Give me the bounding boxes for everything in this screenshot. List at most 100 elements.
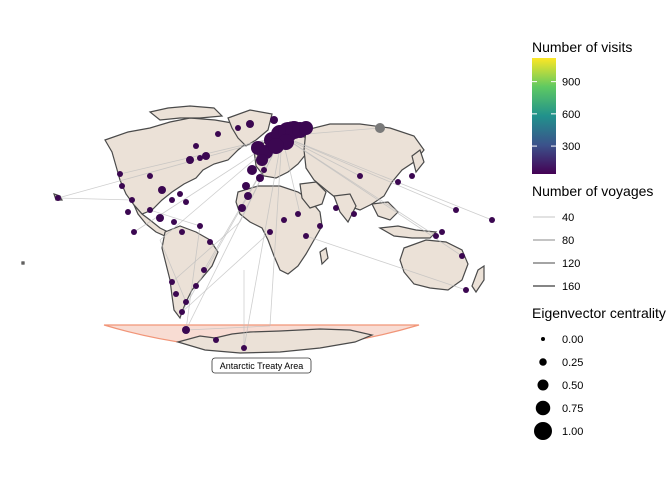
port-point bbox=[193, 283, 199, 289]
voyage-route bbox=[185, 225, 201, 331]
port-point bbox=[241, 345, 247, 351]
port-point bbox=[125, 209, 131, 215]
port-point bbox=[395, 179, 401, 185]
voyage-route bbox=[281, 135, 457, 211]
africa bbox=[235, 185, 323, 275]
voyage-route bbox=[171, 221, 241, 283]
antarctica bbox=[175, 328, 374, 354]
port-point bbox=[261, 167, 267, 173]
voyage-route bbox=[149, 209, 201, 227]
legend-centrality: Eigenvector centrality 0.00 0.25 0.50 0.75 1… bbox=[532, 305, 666, 440]
centrality-legend-dot bbox=[539, 358, 547, 366]
legend-visits-title: Number of visits bbox=[532, 39, 632, 55]
port-point bbox=[177, 191, 183, 197]
centrality-legend-dot bbox=[534, 422, 552, 440]
port-point bbox=[129, 197, 135, 203]
asia bbox=[303, 123, 425, 211]
canada-islands bbox=[148, 105, 224, 121]
australia bbox=[399, 239, 469, 291]
port-point bbox=[246, 120, 254, 128]
port-point bbox=[173, 291, 179, 297]
visits-colorbar bbox=[532, 58, 556, 174]
port-point bbox=[267, 229, 273, 235]
port-point bbox=[303, 233, 309, 239]
port-point bbox=[459, 253, 465, 259]
voyage-legend-label: 120 bbox=[562, 258, 580, 270]
port-point bbox=[238, 204, 246, 212]
voyage-route bbox=[181, 135, 283, 313]
port-point bbox=[489, 217, 495, 223]
legend-centrality-title: Eigenvector centrality bbox=[532, 305, 666, 321]
port-point bbox=[207, 239, 213, 245]
port-point bbox=[215, 131, 221, 137]
port-point bbox=[183, 199, 189, 205]
legend-voyages: Number of voyages 40 80 120 160 bbox=[532, 183, 653, 293]
centrality-legend-label: 0.25 bbox=[562, 357, 583, 369]
port-point bbox=[439, 229, 445, 235]
port-point bbox=[244, 192, 252, 200]
visits-tick-label: 600 bbox=[562, 109, 580, 121]
voyage-route bbox=[281, 135, 463, 257]
port-point bbox=[202, 152, 210, 160]
visits-tick-label: 300 bbox=[562, 141, 580, 153]
port-point bbox=[317, 223, 323, 229]
port-point bbox=[256, 154, 268, 166]
port-point bbox=[357, 173, 363, 179]
port-point bbox=[193, 143, 199, 149]
continents bbox=[21, 105, 485, 320]
japan bbox=[411, 149, 425, 174]
port-point bbox=[433, 233, 439, 239]
port-point-highlight bbox=[375, 123, 385, 133]
port-point bbox=[169, 279, 175, 285]
port-point bbox=[158, 186, 166, 194]
port-point bbox=[179, 309, 185, 315]
centrality-legend-label: 0.75 bbox=[562, 403, 583, 415]
port-point bbox=[247, 165, 257, 175]
southeast-asia bbox=[371, 201, 399, 221]
port-point bbox=[171, 219, 177, 225]
port-point bbox=[256, 174, 264, 182]
port-point bbox=[119, 183, 125, 189]
port-point bbox=[197, 223, 203, 229]
port-point bbox=[147, 173, 153, 179]
antarctic-label-text: Antarctic Treaty Area bbox=[220, 361, 304, 371]
port-point bbox=[235, 125, 241, 131]
port-point bbox=[242, 182, 250, 190]
port-points bbox=[55, 116, 495, 351]
legend-voyages-title: Number of voyages bbox=[532, 183, 653, 199]
centrality-legend-label: 0.50 bbox=[562, 380, 583, 392]
port-point bbox=[169, 197, 175, 203]
port-point bbox=[186, 156, 194, 164]
legend-visits: Number of visits 900 600 300 bbox=[532, 39, 632, 174]
port-point bbox=[463, 287, 469, 293]
centrality-legend-dot bbox=[541, 337, 545, 341]
new-zealand bbox=[471, 264, 485, 294]
port-point bbox=[117, 171, 123, 177]
visits-tick-label: 900 bbox=[562, 77, 580, 89]
port-point bbox=[295, 211, 301, 217]
port-point bbox=[213, 337, 219, 343]
tiny-island bbox=[21, 261, 25, 265]
port-point bbox=[197, 155, 203, 161]
voyage-route bbox=[57, 135, 283, 199]
centrality-legend-dot bbox=[535, 400, 551, 416]
voyage-legend-label: 80 bbox=[562, 235, 574, 247]
voyage-route bbox=[159, 239, 187, 303]
indonesia bbox=[378, 225, 438, 239]
voyage-legend-label: 40 bbox=[562, 212, 574, 224]
port-point bbox=[333, 205, 339, 211]
port-point bbox=[179, 229, 185, 235]
port-point bbox=[281, 217, 287, 223]
voyage-route bbox=[57, 197, 133, 201]
port-point bbox=[156, 214, 164, 222]
voyage-legend-label: 160 bbox=[562, 281, 580, 293]
voyage-route bbox=[269, 135, 283, 327]
port-point bbox=[182, 326, 190, 334]
arabia bbox=[299, 181, 327, 209]
port-point bbox=[270, 116, 278, 124]
port-point bbox=[201, 267, 207, 273]
voyage-route bbox=[305, 235, 467, 291]
voyage-route bbox=[243, 135, 283, 349]
voyage-route bbox=[185, 325, 271, 331]
